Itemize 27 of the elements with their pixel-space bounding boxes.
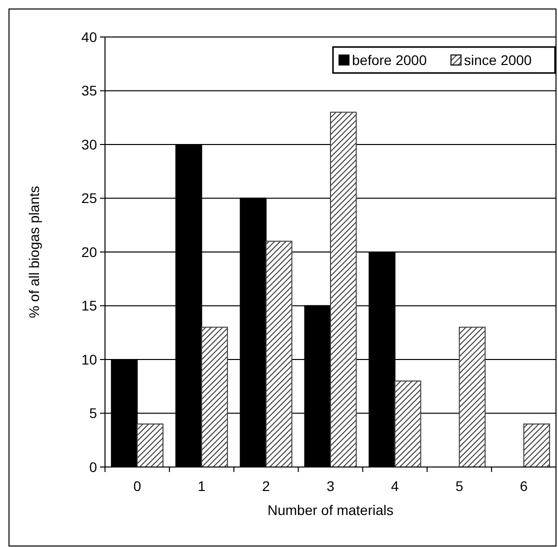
y-tick-label: 25	[81, 190, 98, 206]
legend-label: before 2000	[352, 52, 427, 68]
x-tick-label: 5	[455, 478, 464, 494]
y-tick-label: 35	[81, 82, 98, 99]
x-tick-label: 0	[133, 478, 142, 494]
y-tick-label: 20	[81, 244, 98, 260]
y-tick-label: 15	[81, 298, 98, 314]
x-tick-label: 6	[520, 478, 528, 494]
x-tick-label: 3	[326, 478, 335, 494]
y-tick-label: 30	[81, 136, 98, 152]
bar	[458, 326, 486, 468]
bar	[266, 240, 292, 468]
bar	[136, 424, 164, 468]
y-tick-label: 40	[81, 28, 98, 45]
bar	[201, 326, 228, 468]
x-tick-label: 1	[198, 478, 206, 494]
y-tick-label: 0	[89, 458, 98, 475]
bar	[523, 424, 550, 468]
y-tick-label: 5	[89, 405, 98, 422]
legend-label: since 2000	[464, 52, 532, 68]
y-axis-title: % of all biogas plants	[26, 186, 42, 318]
bar	[330, 112, 357, 468]
x-tick-label: 2	[262, 478, 270, 494]
bar	[394, 380, 422, 468]
x-axis-title: Number of materials	[267, 502, 394, 518]
y-tick-label: 10	[81, 351, 98, 368]
x-tick-label: 4	[391, 478, 400, 494]
